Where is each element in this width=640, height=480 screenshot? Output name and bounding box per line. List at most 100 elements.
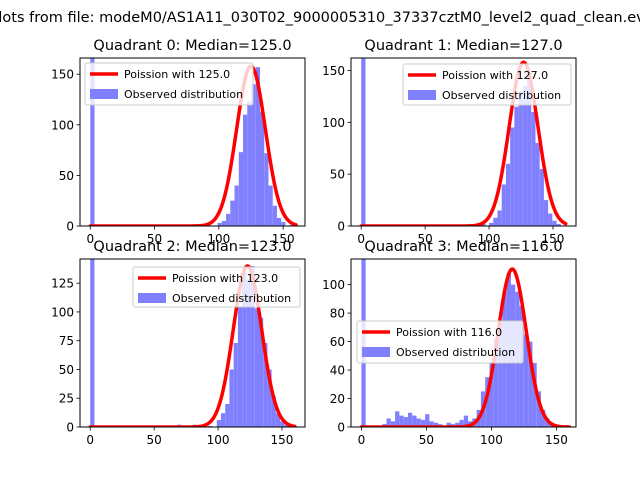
histogram-bar xyxy=(264,153,269,226)
y-tick-label: 0 xyxy=(66,220,74,234)
histogram-bar xyxy=(541,409,546,427)
histogram-bar xyxy=(271,395,276,427)
legend-label-poisson: Poission with 125.0 xyxy=(124,68,230,81)
axes-frame xyxy=(350,258,577,428)
histogram-bar xyxy=(221,220,227,226)
histogram-bar xyxy=(399,415,404,427)
y-tick-label: 100 xyxy=(322,278,345,292)
y-tick-label: 125 xyxy=(51,277,74,291)
quadrant-2-chart: 0 50 100 150 0 25 50 75 100 125 Quadrant 2: Median… xyxy=(51,239,306,447)
quadrant-title: Quadrant 2: Median=123.0 xyxy=(93,239,291,255)
x-tick-label: 150 xyxy=(271,433,294,447)
histogram-bar xyxy=(267,369,272,427)
histogram-bar xyxy=(386,418,391,427)
y-tick-label: 50 xyxy=(330,168,345,182)
axes-frame xyxy=(350,57,577,227)
x-tick-label: 0 xyxy=(357,232,365,246)
histogram-bar xyxy=(518,91,523,226)
x-tick-label: 100 xyxy=(478,232,501,246)
histogram-bar xyxy=(556,223,561,226)
histogram-bar xyxy=(233,343,238,427)
histogram-bar xyxy=(243,114,248,226)
histogram-bar xyxy=(207,425,213,427)
y-tick-label: 75 xyxy=(59,334,74,348)
legend: Poission with 123.0 Observed distribution xyxy=(132,266,301,308)
x-tick-label: 50 xyxy=(147,232,162,246)
x-tick-label: 0 xyxy=(86,433,94,447)
histogram-bar xyxy=(263,343,268,427)
legend-bar-swatch xyxy=(90,89,118,99)
quadrant-title: Quadrant 0: Median=125.0 xyxy=(93,38,291,54)
y-tick-label: 150 xyxy=(51,68,74,82)
legend-bar-swatch xyxy=(362,347,390,357)
x-tick-label: 150 xyxy=(545,433,568,447)
histogram-bar xyxy=(281,221,286,226)
quadrant-1-chart: 0 50 100 150 0 50 100 150 Quadrant 1: Median=127… xyxy=(322,38,577,246)
histogram-bar xyxy=(532,362,537,427)
histogram-bar xyxy=(217,222,222,226)
histogram-bar xyxy=(425,414,430,427)
legend-label-poisson: Poission with 116.0 xyxy=(396,326,502,339)
histogram-bar xyxy=(284,424,289,427)
histogram-bar xyxy=(522,86,528,226)
histogram-bar xyxy=(528,341,533,427)
y-tick-label: 150 xyxy=(322,64,345,78)
histogram-bar xyxy=(280,421,285,427)
quadrant-0-chart: 0 50 100 150 0 50 100 150 Quadrant 0: Median=125… xyxy=(51,38,306,246)
histogram-bar xyxy=(523,334,529,427)
poisson-curve xyxy=(359,267,572,427)
histogram-bars xyxy=(361,58,561,226)
histogram-bar xyxy=(539,168,544,226)
histogram-bar xyxy=(501,184,506,226)
legend-label-poisson: Poission with 123.0 xyxy=(172,272,278,285)
quadrant-title: Quadrant 1: Median=127.0 xyxy=(364,38,562,54)
histogram-bar xyxy=(510,127,515,226)
histogram-bar xyxy=(535,143,540,226)
y-tick-label: 40 xyxy=(330,364,345,378)
y-tick-label: 100 xyxy=(51,305,74,319)
x-tick-label: 100 xyxy=(207,433,230,447)
y-tick-label: 0 xyxy=(337,220,345,234)
histogram-bar xyxy=(254,308,259,427)
x-tick-label: 50 xyxy=(419,433,434,447)
histogram-bar xyxy=(272,205,277,226)
histogram-bar xyxy=(493,338,499,427)
histogram-bar xyxy=(497,210,502,226)
histogram-bar xyxy=(543,200,549,226)
figure-title: Plots from file: modeM0/AS1A11_030T02_90… xyxy=(0,10,640,26)
legend-bar-swatch xyxy=(408,90,436,100)
histogram-bar xyxy=(489,362,494,427)
quadrant-title: Quadrant 3: Median=116.0 xyxy=(364,239,562,255)
y-tick-label: 25 xyxy=(59,392,74,406)
histogram-bar xyxy=(229,369,234,427)
histogram-bar xyxy=(446,422,451,427)
y-tick-label: 0 xyxy=(66,421,74,435)
legend-label-histogram: Observed distribution xyxy=(396,346,515,359)
histogram-bar xyxy=(90,259,95,427)
histogram-bar xyxy=(395,411,400,427)
histogram-bar xyxy=(258,317,264,427)
x-tick-label: 0 xyxy=(358,433,366,447)
histogram-bar xyxy=(238,152,244,226)
histogram-bar xyxy=(226,213,231,226)
x-tick-label: 100 xyxy=(207,232,230,246)
histogram-bar xyxy=(420,419,426,427)
x-tick-label: 150 xyxy=(542,232,565,246)
histogram-bar xyxy=(216,420,222,427)
histogram-bar xyxy=(552,220,557,226)
histogram-bar xyxy=(527,75,532,226)
y-tick-label: 100 xyxy=(51,118,74,132)
histogram-bar xyxy=(481,223,486,226)
histogram-bar xyxy=(505,163,511,226)
legend: Poission with 116.0 Observed distribution xyxy=(356,320,524,364)
y-tick-label: 100 xyxy=(322,116,345,130)
legend: Poission with 127.0 Observed distribution xyxy=(402,63,572,106)
histogram-bar xyxy=(246,279,251,427)
histogram-bar xyxy=(237,306,243,427)
y-tick-label: 50 xyxy=(59,363,74,377)
histogram-bars xyxy=(90,259,289,427)
x-tick-label: 0 xyxy=(86,232,94,246)
histogram-bar xyxy=(536,391,542,427)
histogram-bar xyxy=(268,185,273,226)
histogram-bar xyxy=(416,418,421,427)
